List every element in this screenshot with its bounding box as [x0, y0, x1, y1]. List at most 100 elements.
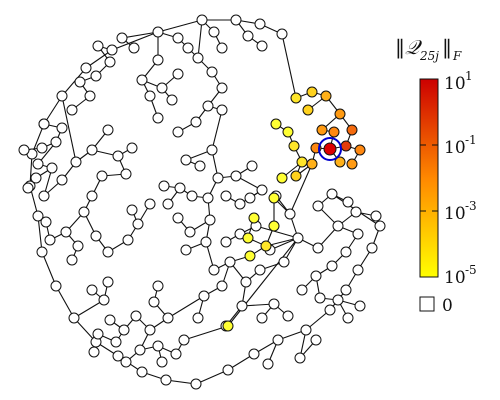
graph-node	[30, 172, 42, 184]
svg-text:‖: ‖	[395, 35, 405, 60]
graph-edge	[195, 369, 229, 385]
graph-node	[230, 170, 242, 182]
graph-node	[152, 54, 164, 66]
graph-node	[186, 190, 198, 202]
graph-node	[374, 220, 386, 232]
graph-node	[370, 210, 382, 222]
svg-text:-5: -5	[465, 263, 477, 277]
graph-node	[84, 90, 96, 102]
graph-node	[332, 294, 344, 306]
graph-node	[36, 246, 48, 258]
graph-node	[216, 104, 228, 116]
graph-node	[102, 124, 114, 136]
graph-node	[326, 260, 338, 272]
graph-edge	[121, 31, 159, 39]
graph-node	[350, 206, 362, 218]
graph-node	[184, 226, 196, 238]
graph-node	[152, 340, 164, 352]
colored-node	[282, 126, 294, 138]
colored-node	[334, 108, 346, 120]
graph-edge	[43, 95, 63, 125]
graph-node	[180, 244, 192, 256]
graph-node	[22, 182, 34, 194]
graph-node	[72, 240, 84, 252]
graph-node	[166, 94, 178, 106]
graph-node	[300, 324, 312, 336]
graph-node	[134, 344, 146, 356]
colored-node	[288, 140, 300, 152]
colorbar: ‖ 𝒬 25j ‖ F 10 1 10 -1 10 -3 10 -5 0	[395, 35, 477, 316]
graph-node	[170, 348, 182, 360]
graph-node	[88, 346, 100, 358]
graph-node	[56, 90, 68, 102]
graph-node	[340, 246, 352, 258]
colored-node	[302, 104, 314, 116]
graph-node	[172, 212, 184, 224]
graph-node	[106, 44, 118, 56]
zero-legend-box	[419, 296, 435, 312]
graph-node	[96, 170, 108, 182]
graph-node	[136, 366, 148, 378]
graph-node	[352, 264, 364, 276]
graph-node	[216, 42, 228, 54]
graph-edge	[255, 225, 299, 239]
graph-node	[282, 310, 294, 322]
graph-node	[256, 184, 268, 196]
graph-node	[18, 144, 30, 156]
svg-text:-1: -1	[465, 133, 477, 147]
graph-edge	[55, 285, 75, 319]
colorbar-title: ‖ 𝒬 25j ‖ F	[395, 35, 462, 63]
graph-edge	[61, 67, 87, 97]
graph-edge	[281, 33, 297, 99]
graph-node	[38, 118, 50, 130]
svg-text:25j: 25j	[419, 49, 439, 63]
graph-node	[112, 350, 124, 362]
graph-node	[92, 328, 104, 340]
graph-node	[152, 26, 164, 38]
graph-node	[144, 324, 156, 336]
graph-node	[50, 136, 62, 148]
graph-node	[122, 234, 134, 246]
tick-label-bottom: 10 -5	[444, 263, 477, 288]
graph-node	[342, 196, 354, 208]
colored-node	[340, 140, 352, 152]
graph-node	[178, 334, 190, 346]
graph-node	[162, 312, 174, 324]
graph-node	[240, 276, 252, 288]
graph-node	[174, 182, 186, 194]
graph-node	[212, 172, 224, 184]
graph-node	[310, 270, 322, 282]
graph-node	[36, 142, 48, 154]
graph-node	[312, 242, 324, 254]
colored-node	[306, 158, 318, 170]
graph-node	[86, 144, 98, 156]
svg-text:𝒬: 𝒬	[405, 35, 423, 59]
colored-node	[248, 212, 260, 224]
colored-node	[306, 86, 318, 98]
graph-node	[160, 374, 172, 386]
graph-node	[268, 298, 280, 310]
graph-node	[278, 256, 290, 268]
graph-node	[196, 14, 208, 26]
graph-node	[254, 18, 266, 30]
graph-node	[256, 40, 268, 52]
svg-text:1: 1	[465, 69, 473, 83]
graph-node	[128, 42, 140, 54]
graph-node	[324, 304, 336, 316]
graph-node	[70, 156, 82, 168]
graph-edge	[197, 19, 203, 59]
graph-node	[56, 174, 68, 186]
colored-node	[270, 118, 282, 130]
graph-node	[152, 280, 164, 292]
graph-node	[342, 312, 354, 324]
graph-node	[216, 280, 228, 292]
zero-legend-label: 0	[442, 296, 453, 316]
graph-node	[352, 228, 364, 240]
colored-node	[268, 220, 280, 232]
graph-node	[192, 312, 204, 324]
colored-node	[316, 124, 328, 136]
graph-node	[172, 68, 184, 80]
graph-node	[112, 150, 124, 162]
colored-node	[276, 172, 288, 184]
